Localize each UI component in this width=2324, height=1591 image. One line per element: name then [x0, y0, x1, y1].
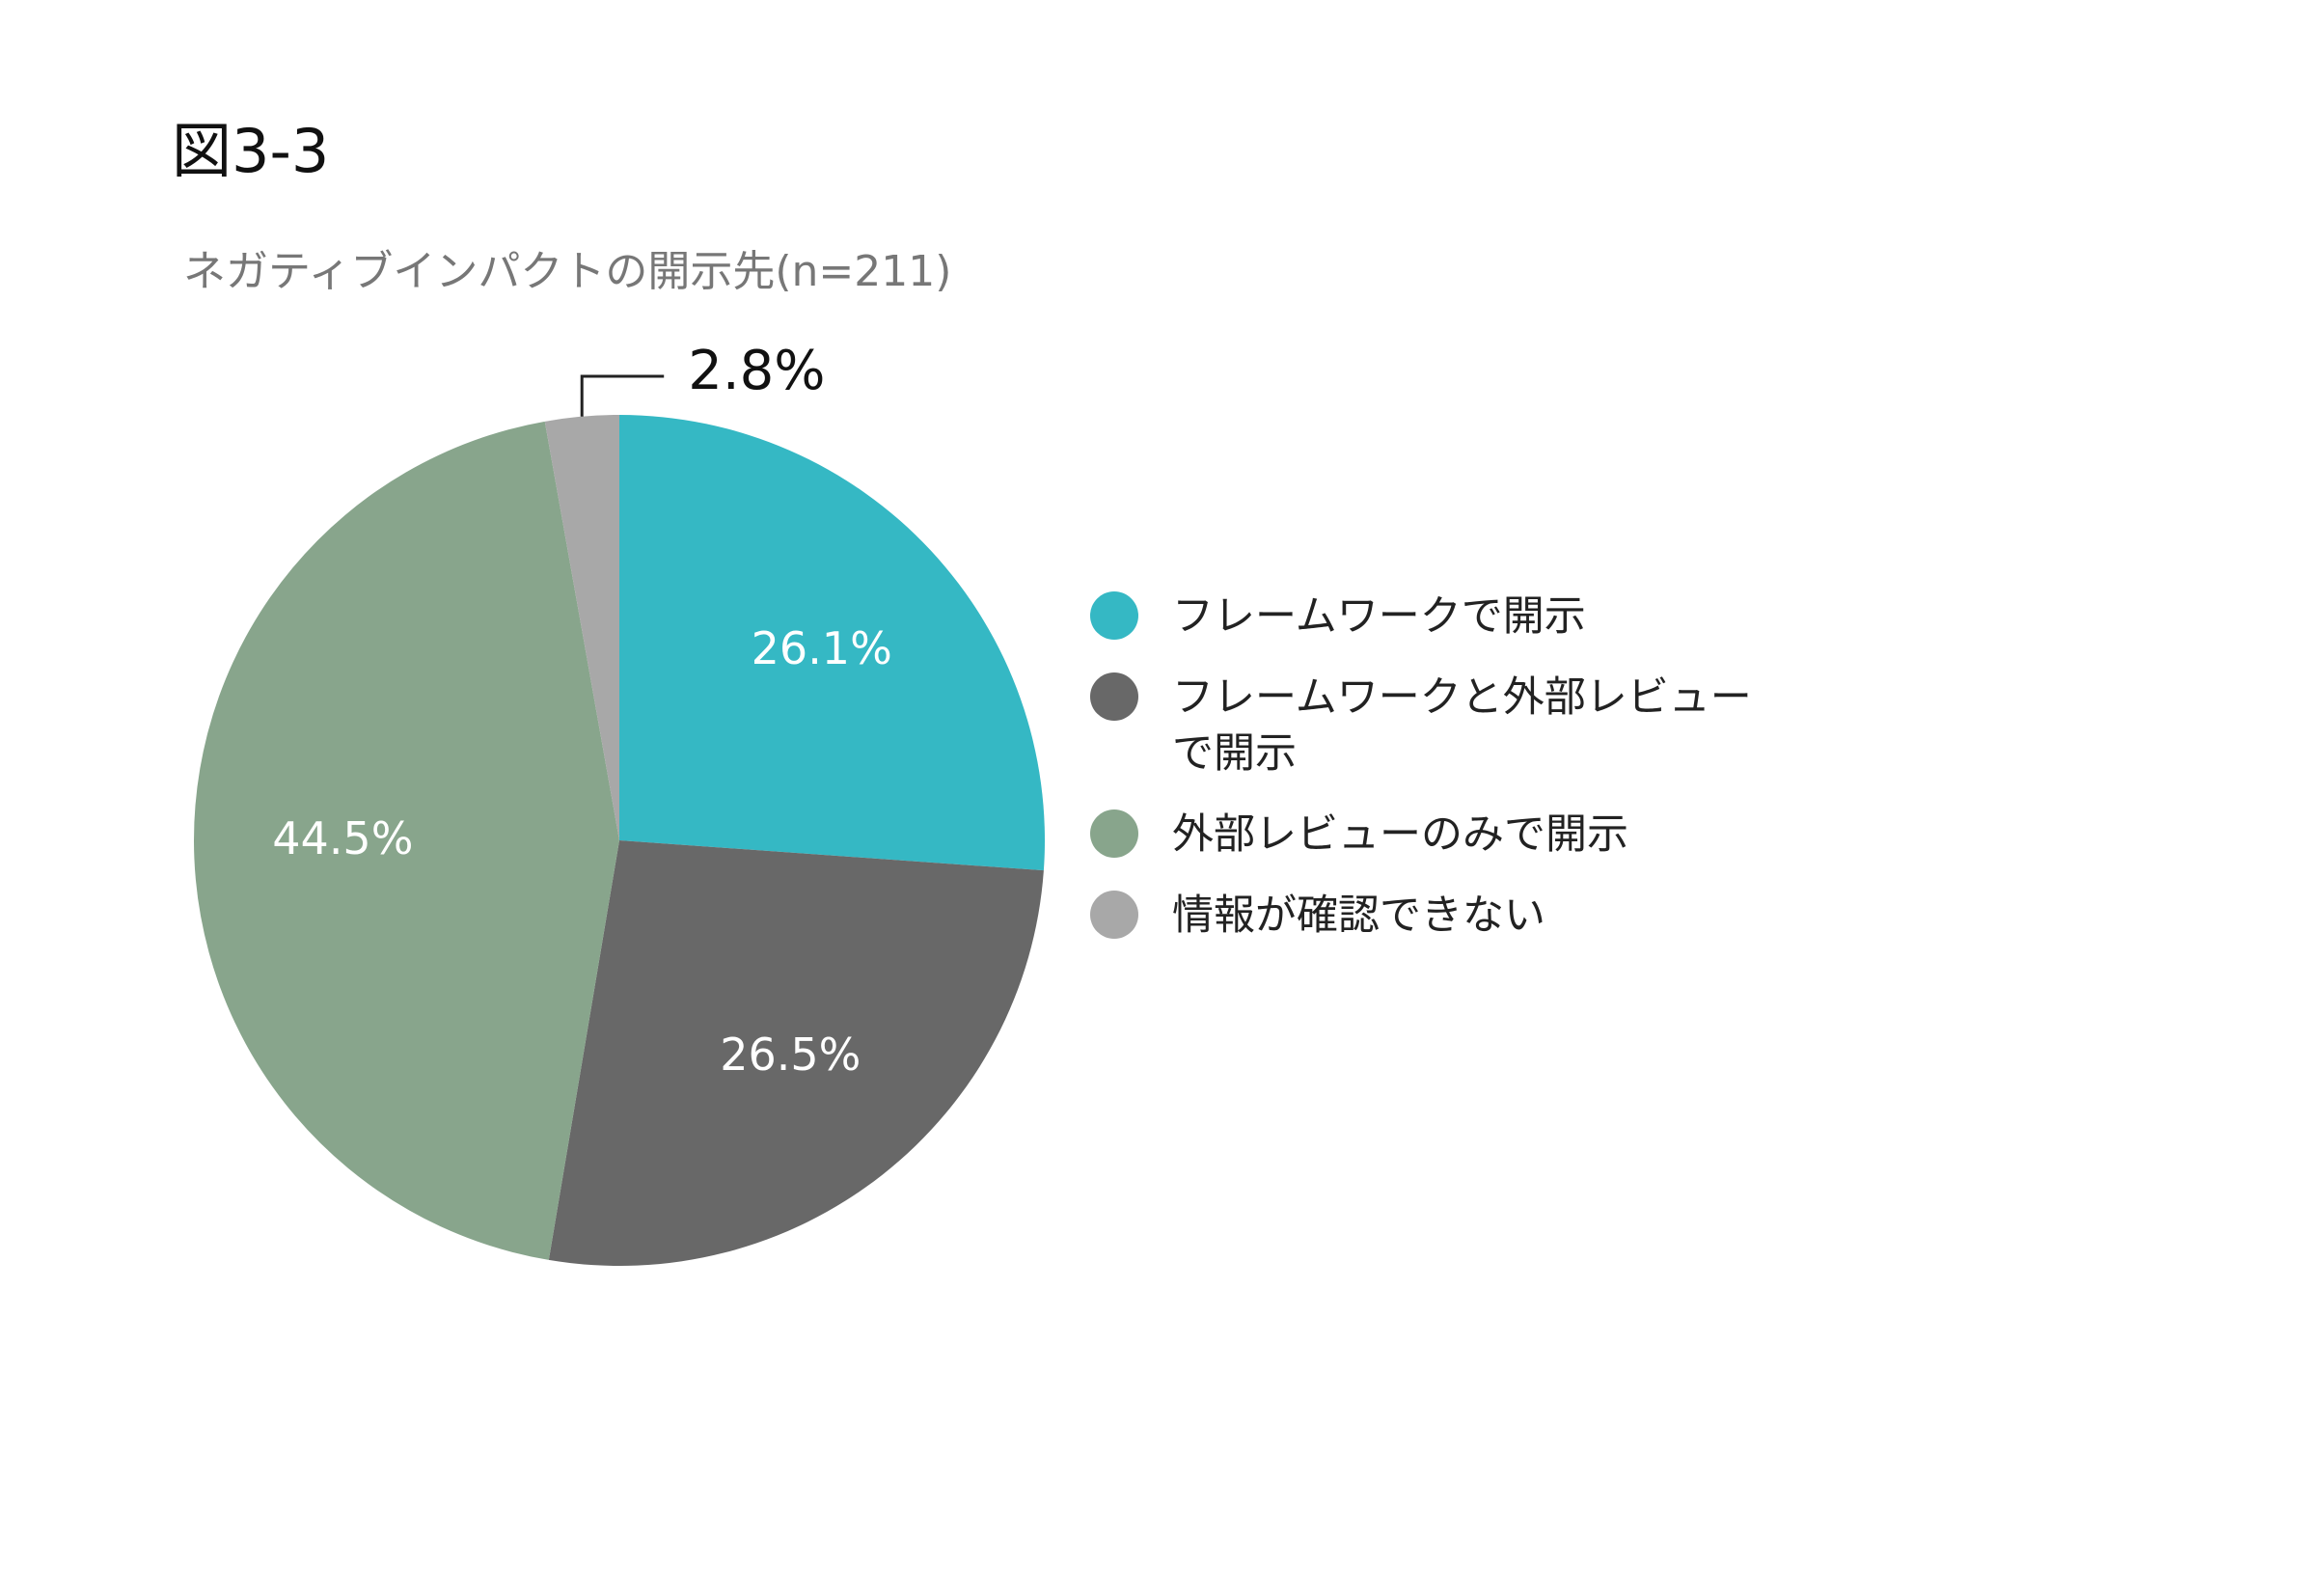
value-label: 26.5%	[720, 1029, 861, 1081]
leader-line	[580, 374, 665, 417]
chart-title: 図3-3	[172, 116, 329, 186]
legend-item: 外部レビューのみで開示	[1090, 807, 1765, 863]
legend-item: 情報が確認できない	[1090, 888, 1765, 944]
legend-label: 外部レビューのみで開示	[1172, 810, 1628, 859]
pie-slice	[194, 421, 620, 1260]
legend-label: フレームワークと外部レビューで開示	[1172, 673, 1752, 778]
value-label: 44.5%	[272, 812, 413, 864]
legend-swatch	[1090, 591, 1138, 640]
value-label: 2.8%	[688, 340, 825, 402]
legend-swatch	[1090, 891, 1138, 939]
legend-item: フレームワークで開示	[1090, 589, 1765, 645]
value-label: 26.1%	[752, 622, 892, 674]
pie-slice	[619, 415, 1045, 871]
legend-label: フレームワークで開示	[1172, 592, 1586, 641]
legend-item: フレームワークと外部レビューで開示	[1090, 670, 1765, 782]
legend-swatch	[1090, 809, 1138, 858]
chart-subtitle: ネガティブインパクトの開示先(n=211)	[183, 247, 951, 296]
legend-label: 情報が確認できない	[1172, 892, 1545, 940]
pie-slice	[548, 840, 1044, 1266]
pie-slice	[544, 415, 619, 840]
legend-swatch	[1090, 672, 1138, 721]
legend: フレームワークで開示フレームワークと外部レビューで開示外部レビューのみで開示 情報…	[1090, 589, 1765, 969]
